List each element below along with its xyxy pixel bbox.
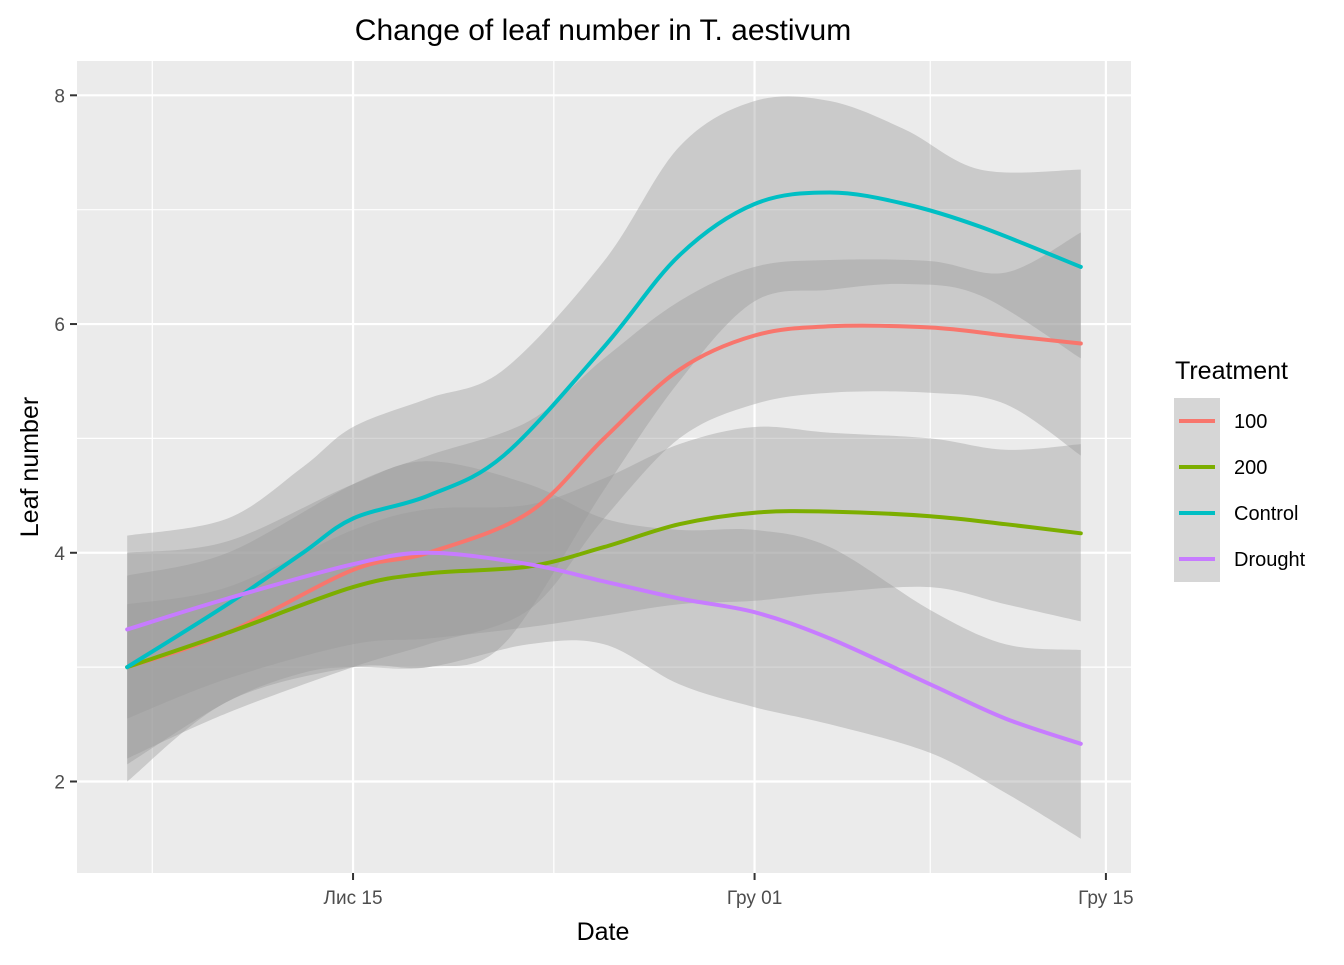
ribbon-100	[127, 232, 1081, 759]
series-line-200	[125, 509, 1083, 670]
x-axis-label: Date	[577, 918, 630, 946]
ribbon-200	[127, 426, 1081, 719]
series-lines	[125, 190, 1083, 746]
y-tick-label: 8	[54, 86, 65, 107]
chart-title: Change of leaf number in T. aestivum	[355, 14, 851, 47]
plot-panel	[77, 61, 1131, 873]
y-axis: 2 4 6 8	[54, 86, 77, 794]
y-tick-label: 2	[54, 773, 65, 794]
x-tick-label: Гру 15	[1078, 888, 1134, 909]
x-tick-label: Лис 15	[324, 888, 383, 909]
major-gridlines	[77, 61, 1131, 873]
legend-label: 200	[1234, 457, 1267, 479]
series-line-drought	[125, 550, 1083, 746]
legend: Treatment 100 200 Control Drought	[1174, 357, 1306, 582]
confidence-ribbons	[127, 96, 1081, 839]
x-tick-label: Гру 01	[727, 888, 783, 909]
ribbon-control	[127, 96, 1081, 765]
y-axis-label: Leaf number	[16, 397, 44, 537]
y-tick-label: 4	[54, 544, 65, 565]
y-tick-label: 6	[54, 315, 65, 336]
legend-label: Control	[1234, 503, 1298, 525]
legend-title: Treatment	[1175, 357, 1288, 385]
x-axis: Лис 15 Гру 01 Гру 15	[324, 873, 1134, 909]
series-line-100	[125, 323, 1083, 670]
legend-label: 100	[1234, 411, 1267, 433]
series-line-control	[125, 190, 1083, 670]
ribbon-drought	[127, 461, 1081, 839]
legend-label: Drought	[1234, 549, 1306, 571]
